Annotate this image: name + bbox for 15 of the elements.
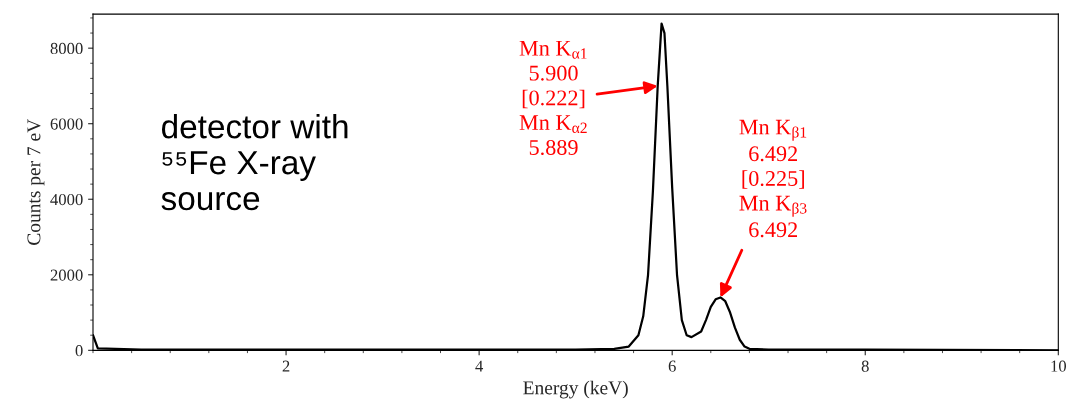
y-axis-title: Counts per 7 eV: [27, 119, 45, 245]
y-tick-label: 6000: [50, 118, 83, 130]
annotation: Mn K$_{β1}$ 6.492 [0.225] Mn K$_{β3}$ 6.492: [739, 119, 807, 238]
x-tick-label: 2: [282, 360, 290, 372]
x-tick-label: 10: [1051, 360, 1067, 372]
y-tick-label: 8000: [50, 42, 83, 55]
x-axis-title: Energy (keV): [523, 380, 628, 399]
y-tick-label: 2000: [50, 269, 83, 281]
x-tick-label: 4: [475, 360, 484, 372]
x-tick-label: 6: [668, 360, 676, 372]
annotation: detector with ⁵⁵Fe X-ray source: [161, 114, 348, 211]
annotation: Mn K$_{α1}$ 5.900 [0.222] Mn K$_{α2}$ 5.889: [519, 40, 587, 156]
x-tick-label: 8: [861, 360, 869, 372]
y-tick-label: 4000: [50, 193, 83, 206]
y-tick-label: 0: [75, 345, 83, 357]
